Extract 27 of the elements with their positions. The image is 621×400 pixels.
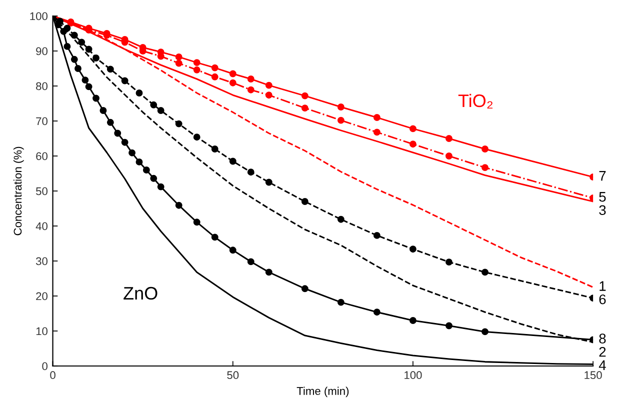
y-tick-label: 20 bbox=[36, 292, 48, 300]
y-tick-label: 80 bbox=[36, 82, 48, 90]
x-axis-title: Time (min) bbox=[296, 386, 349, 398]
series-label: 7 bbox=[599, 171, 606, 181]
x-tick-label: 100 bbox=[404, 371, 422, 380]
y-tick-label: 90 bbox=[36, 47, 48, 56]
annotation: TiO₂ bbox=[458, 94, 493, 109]
series-label: 3 bbox=[599, 205, 606, 216]
y-tick-label: 70 bbox=[36, 117, 48, 126]
series-label: 5 bbox=[599, 192, 606, 202]
y-tick-label: 30 bbox=[36, 257, 48, 266]
y-tick-label: 100 bbox=[30, 12, 48, 20]
series-label: 1 bbox=[600, 281, 606, 291]
y-axis-title: Concentration (%) bbox=[13, 146, 24, 236]
series-label: 2 bbox=[599, 346, 606, 357]
series-label: 6 bbox=[599, 294, 606, 304]
x-tick-label: 50 bbox=[227, 371, 239, 380]
y-tick-label: 60 bbox=[36, 152, 48, 160]
annotation: ZnO bbox=[124, 286, 158, 300]
series-label: 4 bbox=[598, 360, 606, 370]
y-tick-label: 10 bbox=[36, 327, 48, 336]
y-tick-label: 0 bbox=[42, 362, 48, 370]
y-tick-label: 40 bbox=[36, 222, 48, 230]
x-tick-label: 150 bbox=[584, 371, 602, 380]
series-label: 8 bbox=[599, 334, 606, 344]
x-tick-label: 0 bbox=[50, 371, 56, 380]
y-tick-label: 50 bbox=[36, 187, 48, 196]
